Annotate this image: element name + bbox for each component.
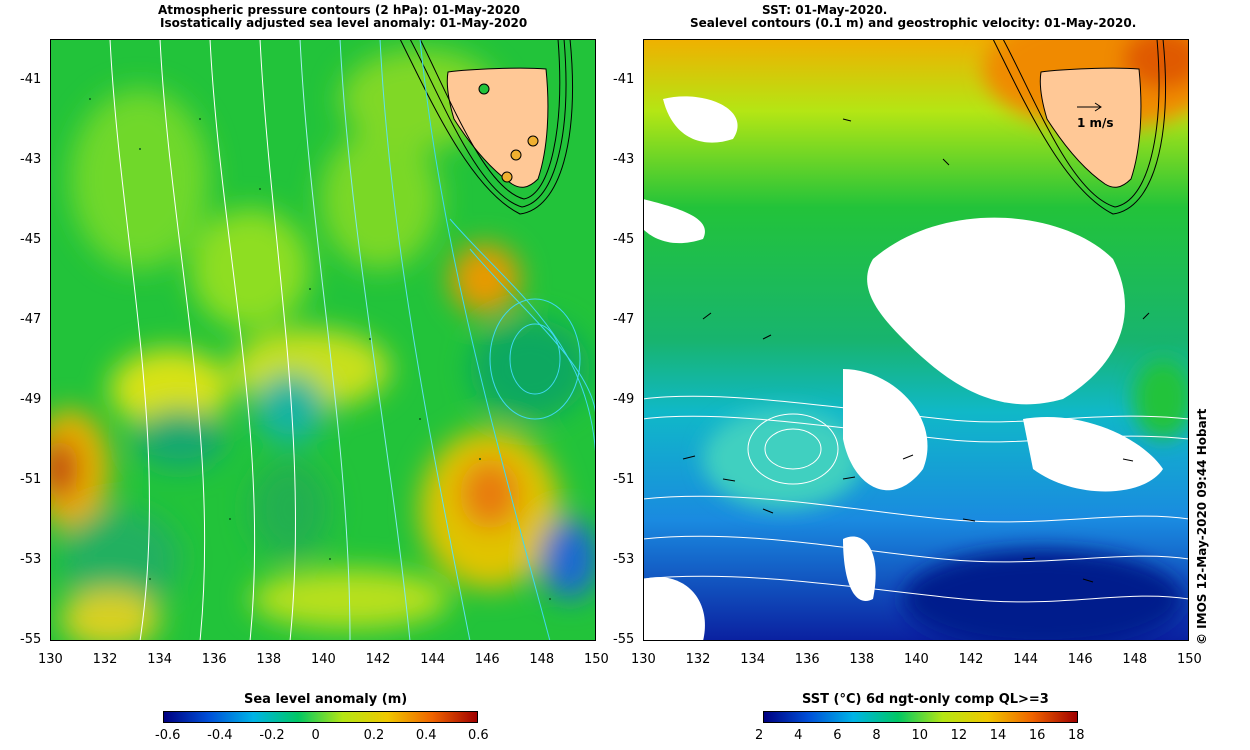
- right-title-line1: SST: 01-May-2020.: [762, 3, 888, 17]
- lon-tick-label: 136: [201, 652, 227, 667]
- sla-colorbar-title: Sea level anomaly (m): [244, 692, 408, 707]
- tasmania-landmass: [446, 67, 549, 188]
- lon-tick-label: 142: [958, 652, 984, 667]
- lon-tick-label: 138: [256, 652, 282, 667]
- lon-tick-label: 140: [311, 652, 336, 667]
- lon-tick-label: 150: [1177, 652, 1202, 667]
- colorbar-tick-label: 16: [1028, 728, 1046, 743]
- credit-text: © IMOS 12-May-2020 09:44 Hobart: [1195, 408, 1209, 645]
- lat-tick-label: -43: [613, 152, 635, 167]
- velocity-reference-arrow: [1077, 102, 1102, 112]
- lon-tick-label: 142: [365, 652, 391, 667]
- lat-tick-label: -53: [20, 552, 42, 567]
- lon-tick-label: 132: [92, 652, 118, 667]
- sst-colorbar: [763, 711, 1078, 723]
- pressure-contours: [109, 39, 596, 641]
- colorbar-tick-label: 0.6: [468, 728, 489, 743]
- cloud-mask: [643, 96, 1163, 641]
- lon-tick-label: 134: [740, 652, 766, 667]
- station-marker: [527, 135, 539, 147]
- lat-tick-label: -47: [20, 312, 42, 327]
- colorbar-tick-label: 4: [794, 728, 803, 743]
- velocity-arrows: [682, 118, 1150, 583]
- lat-tick-label: -41: [20, 72, 42, 87]
- colorbar-tick-label: 14: [989, 728, 1007, 743]
- left-title-line2: Isostatically adjusted sea level anomaly…: [160, 16, 528, 30]
- right-title-line2: Sealevel contours (0.1 m) and geostrophi…: [690, 16, 1137, 30]
- lon-tick-label: 144: [420, 652, 446, 667]
- lat-tick-label: -49: [20, 392, 42, 407]
- colorbar-tick-label: 0.4: [415, 728, 437, 743]
- lon-tick-label: 146: [474, 652, 500, 667]
- colorbar-tick-label: -0.6: [155, 728, 181, 743]
- station-marker: [501, 171, 513, 183]
- lon-tick-label: 130: [38, 652, 63, 667]
- sla-map-panel: [50, 39, 596, 641]
- velocity-scale-label: 1 m/s: [1077, 116, 1114, 130]
- lon-tick-label: 130: [631, 652, 656, 667]
- lon-tick-label: 140: [904, 652, 929, 667]
- colorbar-tick-label: -0.2: [259, 728, 285, 743]
- tasmania-landmass: [1039, 67, 1142, 188]
- colorbar-tick-label: 0: [311, 728, 320, 743]
- lat-tick-label: -45: [20, 232, 42, 247]
- sla-map: [50, 39, 596, 641]
- colorbar-tick-label: -0.4: [207, 728, 233, 743]
- lat-tick-label: -47: [613, 312, 635, 327]
- lon-tick-label: 148: [529, 652, 555, 667]
- lat-tick-label: -41: [613, 72, 635, 87]
- left-title-line1: Atmospheric pressure contours (2 hPa): 0…: [158, 3, 521, 17]
- sla-colorbar: [163, 711, 478, 723]
- lon-tick-label: 150: [584, 652, 609, 667]
- colorbar-tick-label: 12: [950, 728, 968, 743]
- lon-tick-label: 146: [1067, 652, 1093, 667]
- sst-colorbar-title: SST (°C) 6d ngt-only comp QL>=3: [802, 692, 1049, 707]
- sst-map: 1 m/s: [643, 39, 1189, 641]
- lon-tick-label: 144: [1013, 652, 1039, 667]
- lon-tick-label: 134: [147, 652, 173, 667]
- colorbar-tick-label: 2: [755, 728, 764, 743]
- lat-tick-label: -55: [20, 632, 42, 647]
- lat-tick-label: -49: [613, 392, 635, 407]
- lon-tick-label: 136: [794, 652, 820, 667]
- station-marker: [510, 149, 522, 161]
- lat-tick-label: -45: [613, 232, 635, 247]
- colorbar-tick-label: 6: [833, 728, 842, 743]
- lon-tick-label: 138: [849, 652, 875, 667]
- colorbar-tick-label: 0.2: [363, 728, 385, 743]
- lat-tick-label: -51: [613, 472, 635, 487]
- colorbar-tick-label: 10: [911, 728, 929, 743]
- colorbar-tick-label: 18: [1068, 728, 1085, 743]
- station-marker: [478, 83, 490, 95]
- lat-tick-label: -43: [20, 152, 42, 167]
- lon-tick-label: 132: [685, 652, 711, 667]
- lon-tick-label: 148: [1122, 652, 1148, 667]
- sst-map-panel: 1 m/s: [643, 39, 1189, 641]
- sla-dots: [89, 98, 551, 600]
- colorbar-tick-label: 8: [872, 728, 881, 743]
- lat-tick-label: -55: [613, 632, 635, 647]
- sealevel-contours: [643, 395, 1189, 603]
- lat-tick-label: -53: [613, 552, 635, 567]
- lat-tick-label: -51: [20, 472, 42, 487]
